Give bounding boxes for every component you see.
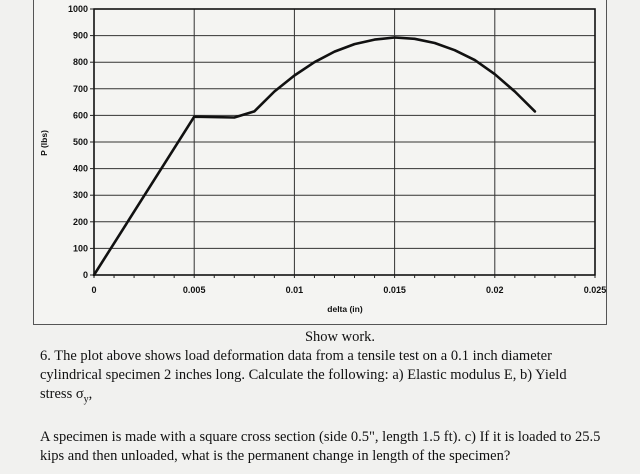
x-tick-label: 0.025 xyxy=(584,285,607,295)
axis-ticks: 0 100 200 300 400 500 600 700 800 900 1000 0 0.005 0.… xyxy=(68,4,606,295)
y-tick-label: 700 xyxy=(73,84,88,94)
x-axis-label: delta (in) xyxy=(327,304,363,314)
x-tick-label: 0.02 xyxy=(486,285,504,295)
y-tick-label: 1000 xyxy=(68,4,88,14)
chart-grid xyxy=(93,8,596,276)
y-tick-label: 500 xyxy=(73,137,88,147)
chart-frame xyxy=(33,0,607,325)
question-text: Show work. 6. The plot above shows load … xyxy=(40,328,640,466)
x-tick-label: 0.015 xyxy=(383,285,406,295)
question-6-line-3: stress σy, xyxy=(40,385,640,409)
y-tick-label: 300 xyxy=(73,190,88,200)
x-tick-label: 0 xyxy=(91,285,96,295)
question-6-line-1: 6. The plot above shows load deformation… xyxy=(40,348,552,364)
x-tick-label: 0.01 xyxy=(286,285,304,295)
stress-suffix: , xyxy=(88,386,93,402)
stress-subscript: y xyxy=(83,393,89,405)
data-series-line xyxy=(92,36,537,277)
stress-symbol-text: stress σ xyxy=(40,386,84,402)
show-work-label: Show work. xyxy=(304,329,376,345)
y-axis-label: P (lbs) xyxy=(39,130,49,156)
y-tick-label: 100 xyxy=(73,243,88,253)
part-c-line-2: kips and then unloaded, what is the perm… xyxy=(40,447,511,464)
y-tick-label: 200 xyxy=(73,217,88,227)
question-6-line-2: cylindrical specimen 2 inches long. Calc… xyxy=(40,367,567,383)
y-tick-label: 800 xyxy=(73,57,88,67)
y-tick-label: 600 xyxy=(73,110,88,120)
y-tick-label: 400 xyxy=(73,164,88,174)
load-deformation-chart: 0 100 200 300 400 500 600 700 800 900 1000 0 0.005 0.… xyxy=(39,4,606,314)
y-tick-label: 0 xyxy=(83,270,88,280)
y-tick-label: 900 xyxy=(73,31,88,41)
part-c-line-1: A specimen is made with a square cross s… xyxy=(40,428,601,445)
x-tick-label: 0.005 xyxy=(183,285,206,295)
